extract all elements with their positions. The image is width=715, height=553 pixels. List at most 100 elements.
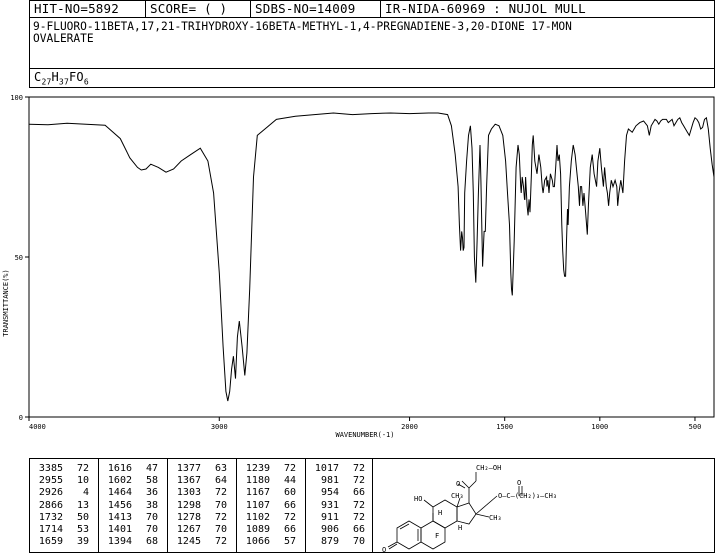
peak-wavenumber: 1413	[107, 511, 132, 523]
peak-transmittance: 72	[352, 499, 365, 511]
peak-wavenumber: 1089	[245, 524, 270, 535]
peak-wavenumber: 981	[320, 475, 339, 487]
peak-wavenumber: 1377	[176, 463, 201, 474]
structure-panel	[372, 458, 715, 553]
peak-wavenumber: 1616	[107, 463, 132, 474]
peak-wavenumber: 1464	[107, 487, 132, 499]
peak-wavenumber: 3385	[38, 463, 63, 474]
y-tick-label: 0	[19, 414, 23, 422]
peak-wavenumber: 1394	[107, 536, 132, 548]
ester-o-label: O	[517, 479, 521, 487]
peak-table-column-divider	[305, 458, 306, 553]
peak-wavenumber: 2866	[38, 499, 63, 511]
o-label-c20: O	[456, 480, 460, 488]
peak-wavenumber: 1659	[38, 536, 63, 548]
peak-transmittance: 72	[214, 536, 227, 548]
peak-wavenumber: 1017	[314, 463, 339, 474]
peak-wavenumber: 931	[320, 499, 339, 511]
peak-transmittance: 64	[214, 475, 227, 487]
h-label-9: H	[438, 509, 442, 517]
peak-wavenumber: 911	[320, 511, 339, 523]
peak-wavenumber: 1107	[245, 499, 270, 511]
peak-transmittance: 38	[145, 499, 158, 511]
compound-name-line1: 9-FLUORO-11BETA,17,21-TRIHYDROXY-16BETA-…	[33, 20, 572, 33]
x-tick-label: 1000	[591, 423, 608, 431]
peak-transmittance: 72	[214, 487, 227, 499]
peak-wavenumber: 1239	[245, 463, 270, 474]
peak-transmittance: 70	[145, 511, 158, 523]
peak-transmittance: 68	[145, 536, 158, 548]
peak-wavenumber: 1714	[38, 524, 63, 535]
x-tick-label: 2000	[401, 423, 418, 431]
peak-wavenumber: 1245	[176, 536, 201, 548]
ho-label: HO	[414, 495, 422, 503]
score: SCORE= ( )	[150, 1, 228, 16]
peak-transmittance: 72	[352, 463, 365, 474]
peak-wavenumber: 1278	[176, 511, 201, 523]
peak-wavenumber: 1401	[107, 524, 132, 535]
header-row-1	[29, 0, 715, 18]
peak-transmittance: 72	[283, 511, 296, 523]
peak-transmittance: 66	[352, 524, 365, 535]
ir-info: IR-NIDA-60969 : NUJOL MULL	[385, 1, 586, 16]
h3c-label: CH₃	[451, 492, 464, 500]
peak-wavenumber: 1298	[176, 499, 201, 511]
molecular-formula: C27H37FO6	[34, 70, 89, 87]
peak-transmittance: 57	[283, 536, 296, 548]
sdbs-number: SDBS-NO=14009	[255, 1, 356, 16]
x-tick-label: 1500	[496, 423, 513, 431]
y-tick-label: 100	[10, 94, 23, 102]
x-tick-label: 3000	[211, 423, 228, 431]
peak-wavenumber: 1367	[176, 475, 201, 487]
peak-transmittance: 47	[145, 463, 158, 474]
x-axis-label: WAVENUMBER(-1)	[335, 431, 394, 439]
y-tick-label: 50	[15, 254, 23, 262]
peak-wavenumber: 2926	[38, 487, 63, 499]
peak-wavenumber: 1602	[107, 475, 132, 487]
peak-wavenumber: 1267	[176, 524, 201, 535]
peak-transmittance: 53	[76, 524, 89, 535]
peak-transmittance: 50	[76, 511, 89, 523]
ketone-o-label: O	[382, 546, 386, 553]
peak-transmittance: 70	[145, 524, 158, 535]
peak-transmittance: 63	[214, 463, 227, 474]
ch2oh-label: CH₂–OH	[476, 464, 501, 472]
ir-spectrum-chart: 4000 3000 2000 1500 1000 500 0 50 100 TRANSMITTA…	[2, 94, 715, 439]
peak-transmittance: 60	[283, 487, 296, 499]
spectrum-line	[28, 112, 715, 402]
peak-transmittance: 70	[214, 524, 227, 535]
peak-transmittance: 66	[352, 487, 365, 499]
peak-wavenumber: 1180	[245, 475, 270, 487]
peak-wavenumber: 2955	[38, 475, 63, 487]
f-label: F	[435, 532, 439, 540]
peak-transmittance: 36	[145, 487, 158, 499]
peak-transmittance: 70	[214, 499, 227, 511]
compound-name-line2: OVALERATE	[33, 32, 94, 45]
ester-label: O–C–(CH₂)₃–CH₃	[498, 492, 557, 500]
peak-transmittance: 66	[283, 524, 296, 535]
peak-wavenumber: 1066	[245, 536, 270, 548]
peak-wavenumber: 1102	[245, 511, 270, 523]
peak-table-column-divider	[167, 458, 168, 553]
x-tick-label: 500	[689, 423, 702, 431]
chemical-structure: CH₂–OH O HO CH₃ O–C–(CH₂)₃–CH₃ O F O CH₃…	[382, 464, 557, 553]
peak-transmittance: 72	[352, 475, 365, 487]
peak-transmittance: 39	[76, 536, 89, 548]
peak-transmittance: 4	[82, 487, 89, 499]
peak-wavenumber: 879	[320, 536, 339, 548]
peak-transmittance: 72	[214, 511, 227, 523]
peak-transmittance: 13	[76, 499, 89, 511]
peak-transmittance: 10	[76, 475, 89, 487]
peak-wavenumber: 1732	[38, 511, 63, 523]
peak-wavenumber: 1303	[176, 487, 201, 499]
peak-wavenumber: 1456	[107, 499, 132, 511]
y-axis-label: TRANSMITTANCE(%)	[2, 269, 10, 336]
peak-table-column-divider	[98, 458, 99, 553]
peak-transmittance: 58	[145, 475, 158, 487]
peak-transmittance: 44	[283, 475, 296, 487]
peak-wavenumber: 1167	[245, 487, 270, 499]
peak-wavenumber: 906	[320, 524, 339, 535]
x-tick-label: 4000	[29, 423, 46, 431]
plot-frame	[28, 96, 715, 418]
peak-transmittance: 70	[352, 536, 365, 548]
